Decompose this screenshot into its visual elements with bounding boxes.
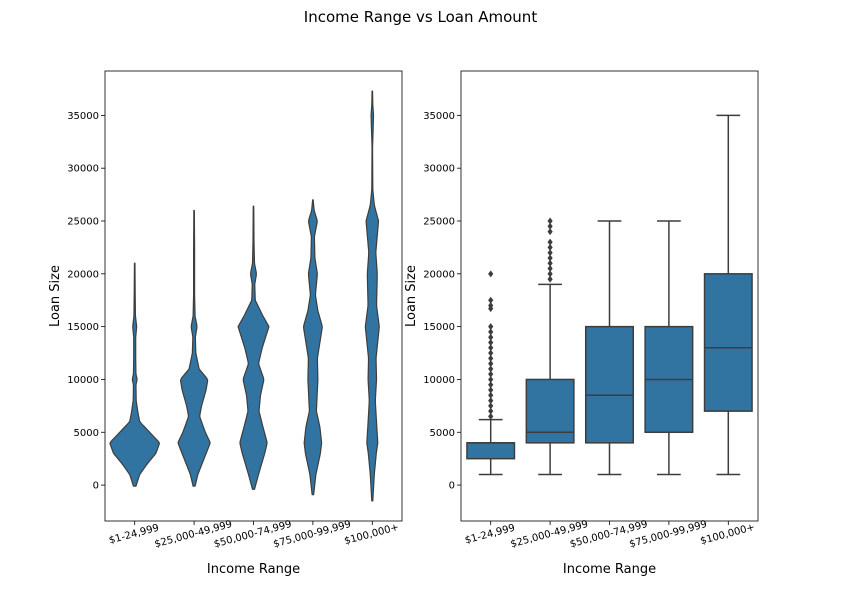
panel-1-xtick-label-5: $100,000+ — [343, 522, 400, 547]
panel-1-xtick-label-1: $1-24,999 — [108, 523, 160, 547]
panel-2-outlier-2-6 — [547, 249, 553, 257]
panel-2-outlier-1-12 — [488, 354, 494, 362]
panel-2-outlier-1-7 — [488, 381, 494, 389]
panel-1-violin-4 — [302, 199, 323, 496]
panel-2-outlier-1-5 — [488, 391, 494, 399]
panel-2-outlier-1-1 — [488, 412, 494, 420]
panel-2-xtick-label-5: $100,000+ — [699, 522, 756, 547]
panel-2-outlier-2-4 — [547, 259, 553, 267]
panel-1-violin-1 — [109, 262, 161, 487]
panel-2-outlier-2-8 — [547, 238, 553, 246]
panel-2-outlier-2-3 — [547, 265, 553, 273]
panel-2-outlier-2-2 — [547, 270, 553, 278]
panel-2-outlier-2-10 — [547, 222, 553, 230]
panel-2-ytick-label-4: 15000 — [423, 322, 455, 333]
panel-2-outlier-1-3 — [488, 402, 494, 410]
panel-2-ytick-label-5: 20000 — [423, 269, 455, 280]
panel-1-ytick-label-3: 10000 — [67, 375, 99, 386]
panel-1-ytick-label-2: 5000 — [74, 428, 99, 439]
panel-2-xtick-label-1: $1-24,999 — [464, 523, 516, 547]
panel-2-outlier-2-1 — [547, 275, 553, 283]
panel-2-outlier-2-5 — [547, 254, 553, 262]
panel-2-outlier-1-18 — [488, 323, 494, 331]
panel-2-outlier-1-8 — [488, 375, 494, 383]
panel-1-ytick-label-7: 30000 — [67, 164, 99, 175]
panel-2-xaxis-label: Income Range — [563, 562, 656, 577]
panel-2-outlier-1-16 — [488, 333, 494, 341]
panel-1-violin-3 — [237, 205, 270, 490]
panel-2-outlier-1-20 — [488, 302, 494, 310]
panel-1-ytick-label-6: 25000 — [67, 217, 99, 228]
panel-1-violin-2 — [177, 209, 211, 487]
panel-2-outlier-1-6 — [488, 386, 494, 394]
panel-2-outlier-1-17 — [488, 328, 494, 336]
panel-2-outlier-1-9 — [488, 370, 494, 378]
panel-2-yaxis-label: Loan Size — [404, 265, 419, 327]
panel-2-outlier-2-11 — [547, 217, 553, 225]
panel-2-box-1 — [466, 442, 516, 460]
panel-1-yaxis-label: Loan Size — [48, 265, 63, 327]
panel-2-outlier-1-10 — [488, 365, 494, 373]
panel-1-ytick-label-5: 20000 — [67, 269, 99, 280]
panel-2-outlier-1-15 — [488, 338, 494, 346]
panel-1-ytick-label-8: 35000 — [67, 111, 99, 122]
panel-2-ytick-label-8: 35000 — [423, 111, 455, 122]
panel-2-box-2 — [525, 378, 575, 444]
figure-title: Income Range vs Loan Amount — [303, 8, 538, 26]
panel-2-ytick-label-2: 5000 — [430, 428, 455, 439]
panel-2-ytick-label-7: 30000 — [423, 164, 455, 175]
panel-2-outlier-1-2 — [488, 407, 494, 415]
panel-1-violin-5 — [364, 90, 380, 502]
panel-2-outlier-1-4 — [488, 397, 494, 405]
panel-1-xaxis-label: Income Range — [207, 562, 300, 577]
panel-1-ytick-label-1: 0 — [93, 481, 99, 492]
panel-2-outlier-1-21 — [488, 296, 494, 304]
panel-2-ytick-label-3: 10000 — [423, 375, 455, 386]
panel-2-outlier-1-13 — [488, 349, 494, 357]
panel-2-outlier-1-22 — [488, 270, 494, 278]
panel-2-box-5 — [703, 273, 753, 412]
panel-2-ytick-label-6: 25000 — [423, 217, 455, 228]
panel-2-outlier-2-7 — [547, 243, 553, 251]
panel-1-ytick-label-4: 15000 — [67, 322, 99, 333]
panel-2-outlier-2-9 — [547, 228, 553, 236]
panel-2-outlier-1-14 — [488, 344, 494, 352]
panel-2-box-3 — [584, 325, 635, 444]
panel-2-ytick-label-1: 0 — [449, 481, 455, 492]
panel-2-outlier-1-11 — [488, 360, 494, 368]
